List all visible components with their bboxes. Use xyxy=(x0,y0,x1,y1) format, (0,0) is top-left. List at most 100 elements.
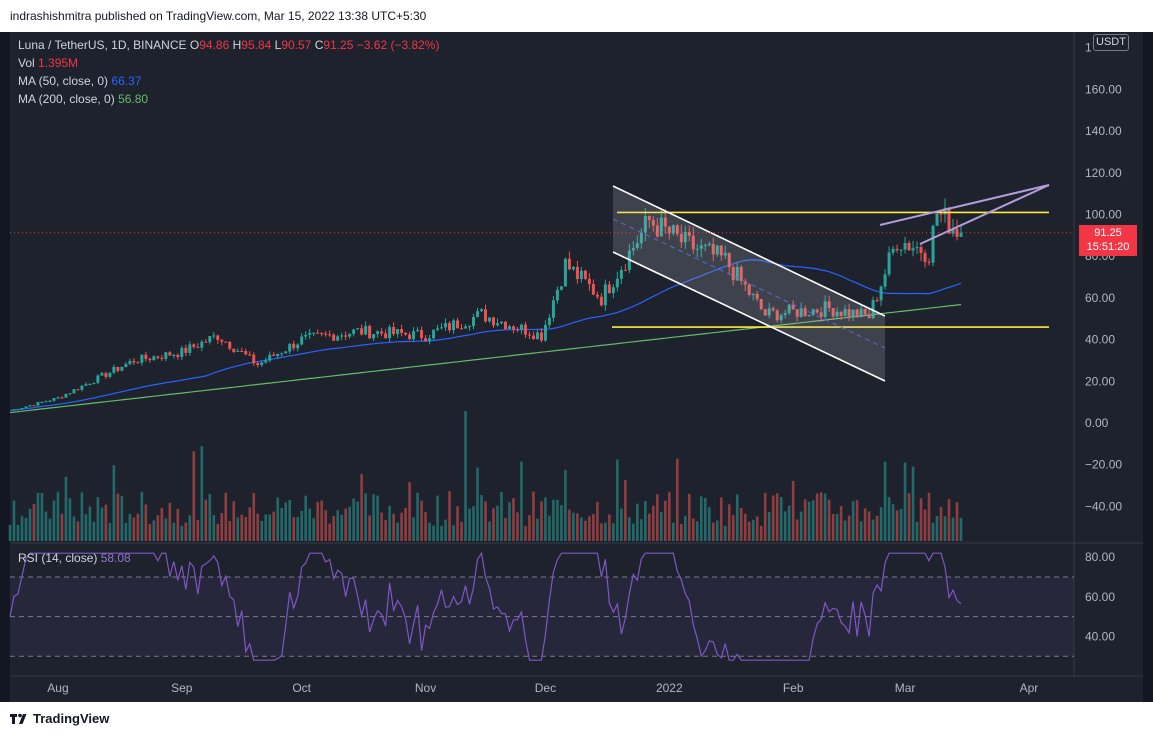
ma50-legend[interactable]: MA (50, close, 0) 66.37 xyxy=(18,74,141,88)
candle-body xyxy=(527,334,531,336)
ma50-value: 66.37 xyxy=(111,74,142,88)
candle-body xyxy=(859,308,863,318)
candle-body xyxy=(503,321,507,330)
volume-bar xyxy=(432,525,435,541)
volume-bar xyxy=(516,512,519,541)
volume-bar xyxy=(416,492,419,541)
volume-bar xyxy=(739,507,743,541)
candle-body xyxy=(140,354,144,363)
candle-body xyxy=(212,335,216,337)
candle-body xyxy=(707,243,711,246)
volume-bar xyxy=(280,507,284,541)
volume-bar xyxy=(672,522,675,541)
candle-body xyxy=(739,266,743,281)
volume-bar xyxy=(927,492,931,541)
volume-bar xyxy=(679,523,683,541)
volume-bar xyxy=(504,517,507,541)
price-axis-label: −20.00 xyxy=(1085,458,1122,472)
volume-bar xyxy=(915,521,919,541)
footer-bar: TradingView xyxy=(0,702,1153,736)
volume-bar xyxy=(244,517,248,541)
candle-body xyxy=(392,327,396,335)
publisher-bar: indrashishmitra published on TradingView… xyxy=(0,0,1153,32)
volume-bar xyxy=(843,520,847,541)
volume-legend[interactable]: Vol 1.395M xyxy=(18,56,78,70)
symbol-name[interactable]: Luna / TetherUS, 1D, BINANCE xyxy=(18,38,187,52)
time-axis-label: Oct xyxy=(292,681,311,695)
brand-name: TradingView xyxy=(33,711,110,726)
candle-body xyxy=(771,308,775,311)
volume-bar xyxy=(879,507,883,541)
candle-body xyxy=(344,335,348,337)
candle-body xyxy=(152,356,156,361)
time-axis-label: Sep xyxy=(171,681,193,695)
candle-body xyxy=(136,362,140,364)
volume-bar xyxy=(656,494,659,541)
volume-bar xyxy=(767,511,771,541)
volume-bar xyxy=(652,505,655,541)
ohlc-close: C91.25 xyxy=(314,38,354,52)
candle-body xyxy=(923,253,927,262)
volume-bar xyxy=(116,493,120,541)
currency-button[interactable]: USDT xyxy=(1093,34,1129,51)
tradingview-brand[interactable]: TradingView xyxy=(10,711,109,726)
candle-body xyxy=(476,311,480,318)
candle-body xyxy=(276,353,280,356)
candle-body xyxy=(551,300,555,318)
candle-body xyxy=(559,286,563,290)
candle-body xyxy=(871,300,875,319)
volume-bar xyxy=(588,516,591,541)
volume-bar xyxy=(196,520,200,541)
volume-bar xyxy=(284,502,288,541)
candle-body xyxy=(468,326,472,328)
volume-value: 1.395M xyxy=(38,56,79,70)
volume-bar xyxy=(484,501,487,541)
volume-bar xyxy=(304,495,307,541)
volume-bar xyxy=(955,502,959,541)
volume-bar xyxy=(264,514,268,541)
volume-bar xyxy=(204,499,208,541)
volume-bar xyxy=(172,522,176,541)
candle-body xyxy=(408,334,412,340)
ma200-legend[interactable]: MA (200, close, 0) 56.80 xyxy=(18,92,148,106)
volume-bar xyxy=(747,521,751,541)
volume-bar xyxy=(628,517,631,541)
candle-body xyxy=(563,258,567,287)
volume-bar xyxy=(456,506,459,541)
candle-body xyxy=(244,351,248,355)
volume-bar xyxy=(723,525,727,541)
candle-body xyxy=(224,341,228,343)
volume-bar xyxy=(220,513,224,541)
volume-bar xyxy=(328,523,331,541)
volume-bar xyxy=(492,508,495,541)
volume-bar xyxy=(32,504,36,541)
candle-body xyxy=(851,309,855,317)
candle-body xyxy=(655,225,659,237)
volume-bar xyxy=(384,520,387,541)
candle-body xyxy=(519,324,523,330)
candle-body xyxy=(719,245,723,256)
volume-bar xyxy=(632,523,635,541)
candle-body xyxy=(44,401,48,403)
volume-bar xyxy=(568,509,571,541)
candle-body xyxy=(208,336,212,343)
volume-bar xyxy=(344,508,347,541)
time-axis-label: Feb xyxy=(783,681,804,695)
time-axis-label: Aug xyxy=(47,681,68,695)
candle-body xyxy=(112,366,116,373)
candle-body xyxy=(943,207,947,215)
volume-bar xyxy=(76,521,80,541)
volume-bar xyxy=(719,497,723,541)
candle-body xyxy=(495,323,499,326)
rsi-legend[interactable]: RSI (14, close) 58.08 xyxy=(18,551,131,565)
volume-bar xyxy=(224,492,228,541)
candle-body xyxy=(452,320,456,331)
candle-body xyxy=(647,216,651,220)
candle-body xyxy=(887,252,891,275)
candle-body xyxy=(284,351,288,354)
ma50-line xyxy=(9,259,962,412)
candle-body xyxy=(288,343,292,352)
candle-body xyxy=(68,393,72,395)
volume-bar xyxy=(895,510,899,541)
